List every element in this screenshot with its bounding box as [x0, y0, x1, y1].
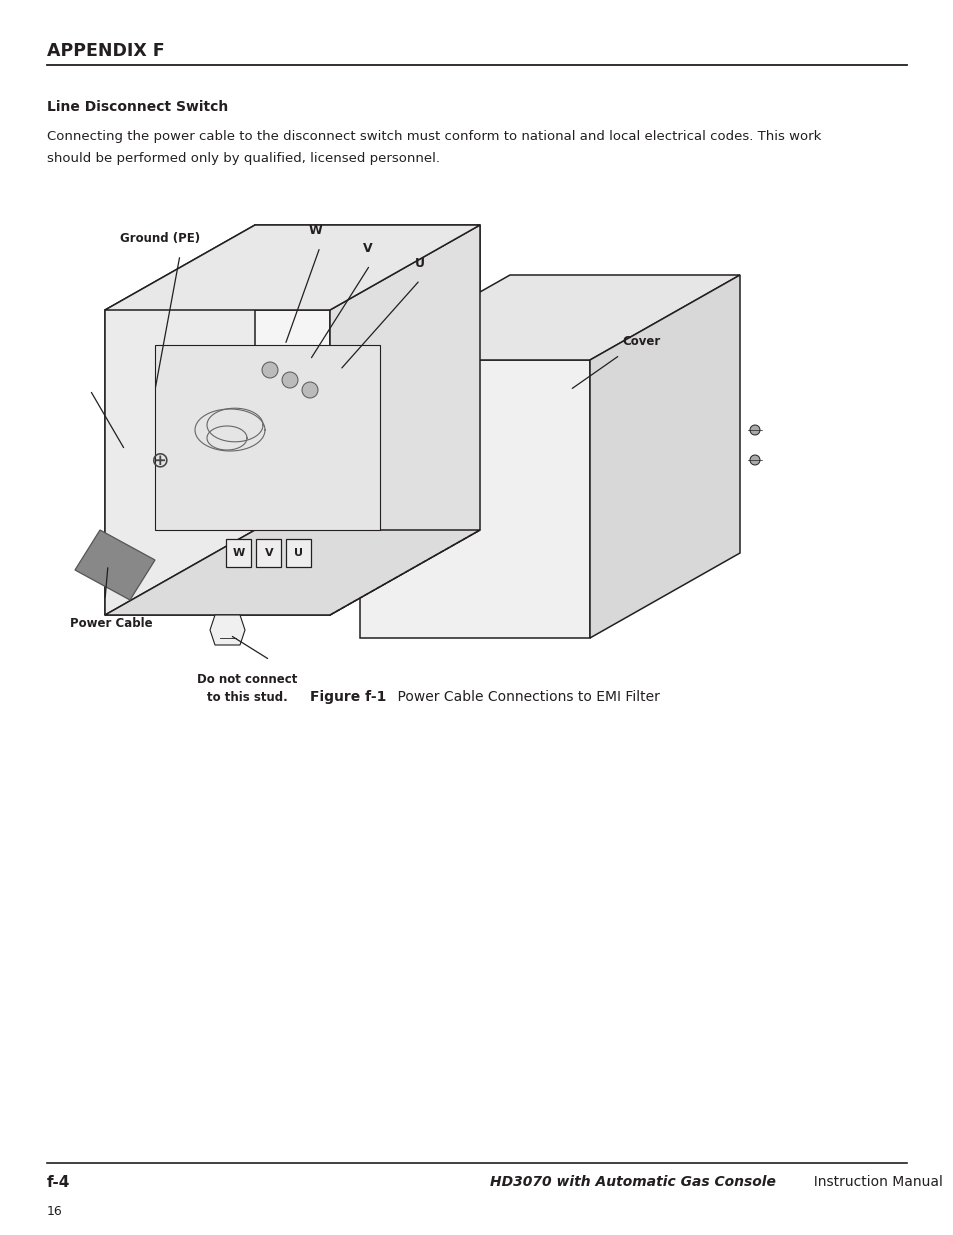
- Text: Ground (PE): Ground (PE): [120, 232, 200, 245]
- Text: Instruction Manual: Instruction Manual: [804, 1174, 942, 1189]
- Polygon shape: [359, 275, 740, 359]
- Text: 16: 16: [47, 1205, 63, 1218]
- FancyBboxPatch shape: [286, 538, 311, 567]
- Text: HD3070 with Automatic Gas Console: HD3070 with Automatic Gas Console: [490, 1174, 775, 1189]
- Circle shape: [749, 454, 760, 466]
- Polygon shape: [75, 530, 154, 600]
- Circle shape: [282, 372, 297, 388]
- Polygon shape: [210, 615, 245, 645]
- Circle shape: [749, 425, 760, 435]
- Text: Figure f-1: Figure f-1: [310, 690, 386, 704]
- Text: should be performed only by qualified, licensed personnel.: should be performed only by qualified, l…: [47, 152, 439, 165]
- Polygon shape: [105, 310, 330, 615]
- Text: V: V: [363, 242, 373, 254]
- Text: ⊕: ⊕: [151, 450, 169, 471]
- Text: f-4: f-4: [47, 1174, 71, 1191]
- Text: Connecting the power cable to the disconnect switch must conform to national and: Connecting the power cable to the discon…: [47, 130, 821, 143]
- Text: V: V: [264, 548, 273, 558]
- Text: Do not connect
to this stud.: Do not connect to this stud.: [196, 673, 297, 704]
- Text: W: W: [309, 224, 322, 237]
- Text: U: U: [294, 548, 303, 558]
- Text: Cover: Cover: [621, 335, 659, 348]
- Text: W: W: [233, 548, 245, 558]
- Polygon shape: [359, 359, 589, 638]
- Circle shape: [302, 382, 317, 398]
- Text: Power Cable Connections to EMI Filter: Power Cable Connections to EMI Filter: [379, 690, 659, 704]
- Polygon shape: [589, 275, 740, 638]
- Text: APPENDIX F: APPENDIX F: [47, 42, 165, 61]
- Circle shape: [262, 362, 277, 378]
- Text: Line Disconnect Switch: Line Disconnect Switch: [47, 100, 228, 114]
- FancyBboxPatch shape: [226, 538, 251, 567]
- Polygon shape: [105, 225, 254, 615]
- Polygon shape: [330, 225, 479, 615]
- FancyBboxPatch shape: [255, 538, 281, 567]
- Polygon shape: [254, 225, 479, 530]
- Polygon shape: [154, 345, 379, 530]
- Text: U: U: [415, 257, 424, 270]
- Polygon shape: [105, 225, 479, 310]
- Text: Power Cable: Power Cable: [70, 618, 152, 630]
- Polygon shape: [105, 530, 479, 615]
